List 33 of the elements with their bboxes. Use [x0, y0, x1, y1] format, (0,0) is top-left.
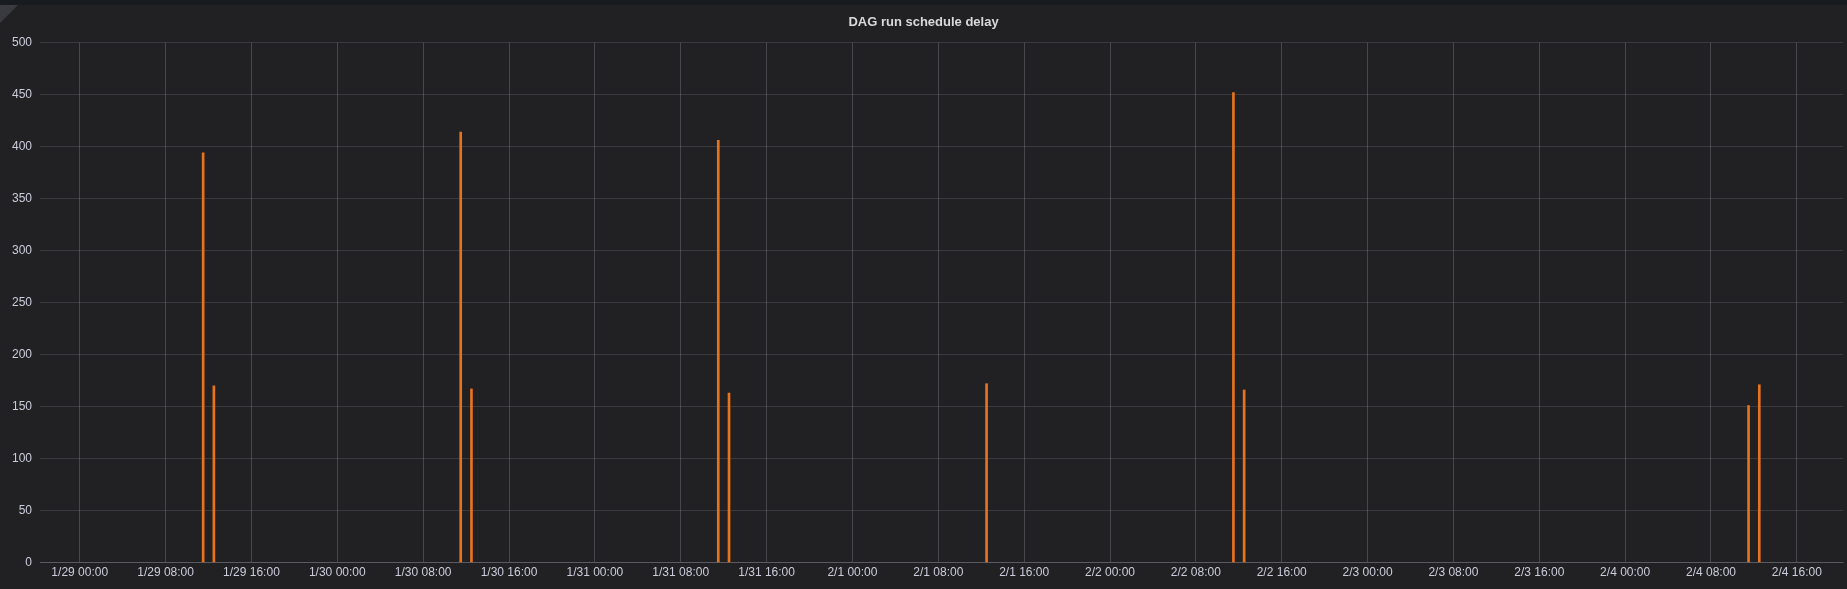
- y-tick-label: 450: [11, 86, 33, 101]
- x-tick-label: 2/1 16:00: [999, 565, 1050, 580]
- x-tick-label: 2/3 08:00: [1428, 565, 1479, 580]
- y-tick-label: 500: [11, 34, 33, 49]
- y-tick-label: 150: [11, 398, 33, 413]
- y-tick-label: 200: [11, 346, 33, 361]
- x-tick-label: 2/4 08:00: [1685, 565, 1737, 580]
- x-tick-label: 2/3 16:00: [1514, 565, 1565, 580]
- y-tick-label: 250: [11, 294, 33, 309]
- y-tick-label: 300: [11, 242, 33, 257]
- y-tick-label: 0: [25, 554, 33, 569]
- x-tick-label: 1/31 00:00: [566, 565, 624, 580]
- x-tick-label: 1/31 08:00: [652, 565, 710, 580]
- x-tick-label: 1/30 16:00: [480, 565, 538, 580]
- x-tick-label: 1/29 16:00: [223, 565, 281, 580]
- x-tick-label: 2/2 08:00: [1170, 565, 1222, 580]
- y-tick-label: 50: [18, 502, 33, 517]
- x-tick-label: 1/29 08:00: [137, 565, 195, 580]
- x-tick-label: 2/1 08:00: [913, 565, 964, 580]
- x-tick-label: 1/30 00:00: [308, 565, 366, 580]
- x-tick-label: 1/29 00:00: [51, 565, 109, 580]
- x-tick-label: 2/3 00:00: [1342, 565, 1393, 580]
- x-tick-label: 2/2 00:00: [1084, 565, 1136, 580]
- x-tick-label: 2/1 00:00: [827, 565, 878, 580]
- x-tick-label: 2/2 16:00: [1256, 565, 1308, 580]
- y-tick-label: 400: [11, 138, 33, 153]
- x-tick-label: 1/31 16:00: [738, 565, 796, 580]
- y-tick-label: 350: [11, 190, 33, 205]
- x-tick-label: 1/30 08:00: [394, 565, 452, 580]
- x-tick-label: 2/4 16:00: [1771, 565, 1823, 580]
- chart-title: DAG run schedule delay: [848, 14, 1000, 30]
- y-tick-label: 100: [11, 450, 33, 465]
- x-tick-label: 2/4 00:00: [1600, 565, 1651, 580]
